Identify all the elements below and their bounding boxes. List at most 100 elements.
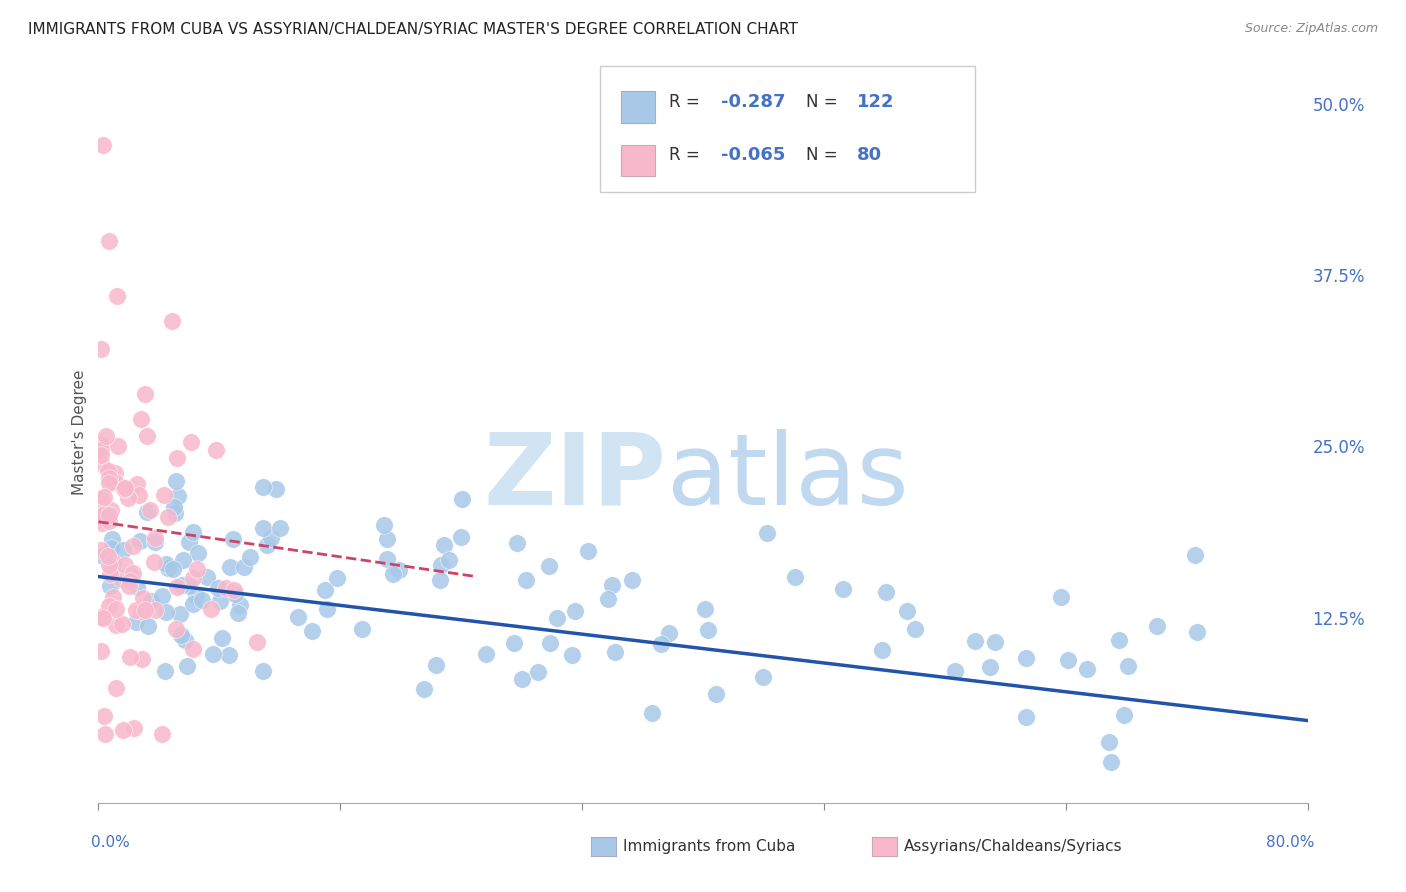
Point (97, 464, 120, 478)
Point (598, 592, 620, 607)
Point (375, 551, 398, 566)
Point (1056, 653, 1078, 667)
Point (437, 553, 460, 567)
Point (870, 642, 893, 657)
Point (943, 665, 966, 679)
Point (128, 488, 150, 502)
Point (125, 602, 148, 616)
Point (90, 342, 112, 356)
Point (93, 507, 115, 521)
Point (526, 665, 548, 679)
Point (1108, 632, 1130, 647)
Point (90, 438, 112, 452)
Point (101, 532, 124, 546)
Point (97, 475, 120, 490)
Point (121, 539, 143, 553)
Point (91, 549, 114, 564)
Point (118, 579, 141, 593)
Text: -0.065: -0.065 (721, 146, 786, 164)
Text: N =: N = (806, 146, 842, 164)
Point (218, 648, 240, 662)
Point (124, 615, 146, 630)
Point (90, 491, 112, 506)
Point (105, 618, 128, 632)
Point (1099, 755, 1122, 769)
Point (350, 622, 373, 636)
Point (112, 723, 135, 737)
Point (176, 659, 198, 673)
Point (163, 500, 186, 514)
Point (131, 652, 153, 666)
Point (600, 577, 623, 591)
Point (105, 288, 128, 302)
Point (97, 508, 120, 522)
Point (252, 664, 274, 678)
Point (91, 516, 114, 530)
Point (170, 578, 193, 592)
Point (1050, 591, 1073, 605)
Y-axis label: Master's Degree: Master's Degree (72, 370, 87, 495)
Text: atlas: atlas (666, 428, 908, 525)
Point (515, 573, 537, 587)
Point (896, 605, 918, 619)
Point (90, 442, 112, 457)
Point (143, 531, 166, 545)
Point (252, 480, 274, 494)
Point (163, 506, 186, 520)
Text: 0.0%: 0.0% (91, 836, 131, 850)
Text: 80: 80 (856, 146, 882, 164)
Point (1184, 548, 1206, 562)
Point (226, 606, 249, 620)
Point (122, 722, 145, 736)
Text: ZIP: ZIP (484, 428, 666, 525)
Point (150, 727, 173, 741)
Point (429, 573, 451, 587)
Text: N =: N = (806, 93, 842, 111)
Point (252, 520, 274, 534)
Point (135, 429, 157, 443)
Point (114, 481, 136, 495)
Point (222, 532, 245, 546)
Point (93, 490, 115, 504)
Point (107, 439, 129, 453)
Point (564, 604, 586, 618)
Point (755, 525, 778, 540)
Point (93, 727, 115, 741)
Point (98, 514, 121, 528)
Point (166, 580, 188, 594)
Point (205, 442, 228, 457)
Point (110, 616, 132, 631)
Point (184, 589, 207, 603)
Point (202, 648, 225, 662)
Point (166, 450, 188, 465)
Point (451, 491, 474, 506)
Point (1076, 662, 1098, 676)
Point (93, 709, 115, 723)
Point (832, 582, 855, 597)
Point (433, 537, 456, 551)
Point (143, 555, 166, 569)
Point (425, 657, 447, 672)
Point (503, 635, 526, 649)
Point (165, 474, 187, 488)
Point (191, 593, 214, 607)
Point (1015, 710, 1038, 724)
Point (90, 643, 112, 657)
Point (229, 599, 252, 613)
Point (620, 574, 643, 588)
Point (904, 622, 927, 636)
Point (224, 582, 246, 597)
Point (979, 660, 1001, 674)
Point (101, 561, 124, 575)
Point (475, 647, 498, 661)
Point (153, 664, 176, 678)
Point (100, 579, 122, 593)
FancyBboxPatch shape (600, 66, 976, 192)
Point (139, 594, 162, 608)
Point (134, 387, 156, 401)
Point (156, 509, 179, 524)
Point (413, 681, 436, 696)
Point (101, 555, 124, 569)
Point (260, 531, 283, 545)
Point (90, 543, 112, 558)
